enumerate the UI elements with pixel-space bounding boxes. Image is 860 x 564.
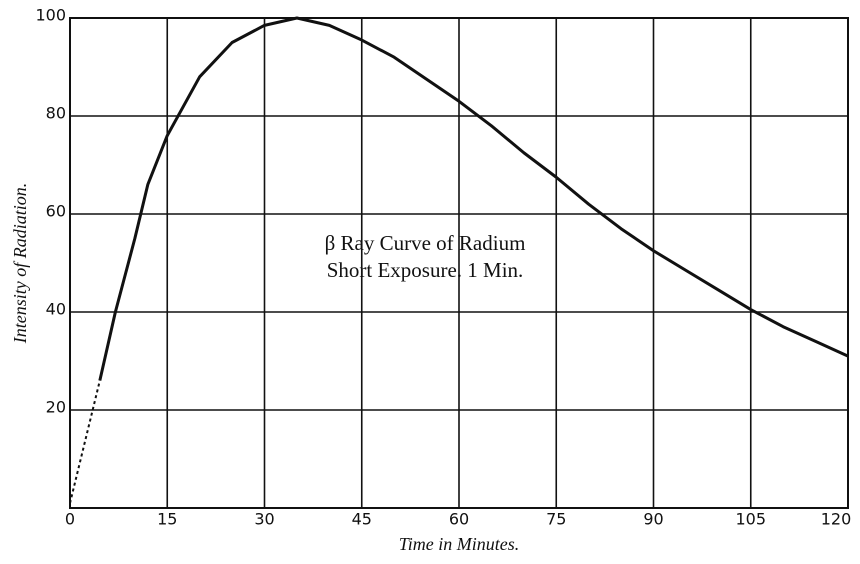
x-tick-label: 90 bbox=[643, 510, 663, 529]
y-axis-label: Intensity of Radiation. bbox=[10, 183, 30, 344]
x-axis-label: Time in Minutes. bbox=[399, 534, 520, 554]
x-tick-label: 105 bbox=[735, 510, 766, 529]
x-tick-label: 75 bbox=[546, 510, 566, 529]
data-line bbox=[69, 380, 101, 504]
annotation: β Ray Curve of Radium bbox=[325, 231, 526, 255]
y-tick-label: 100 bbox=[35, 6, 66, 25]
y-tick-label: 40 bbox=[46, 300, 66, 319]
annotation: Short Exposure. 1 Min. bbox=[327, 258, 524, 282]
x-tick-label: 30 bbox=[254, 510, 274, 529]
y-tick-label: 20 bbox=[46, 398, 66, 417]
y-tick-label: 80 bbox=[46, 104, 66, 123]
x-tick-label: 60 bbox=[449, 510, 469, 529]
x-tick-label: 45 bbox=[352, 510, 372, 529]
x-tick-label: 0 bbox=[65, 510, 75, 529]
x-tick-label: 120 bbox=[821, 510, 852, 529]
y-tick-label: 60 bbox=[46, 202, 66, 221]
x-tick-label: 15 bbox=[157, 510, 177, 529]
data-line bbox=[98, 16, 849, 381]
